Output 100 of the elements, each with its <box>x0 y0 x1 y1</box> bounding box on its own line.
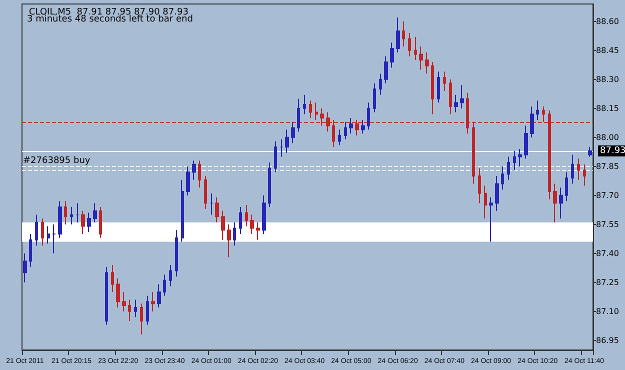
candlestick <box>495 176 499 212</box>
candlestick <box>489 196 493 242</box>
candlestick <box>373 82 376 113</box>
candlestick <box>349 118 353 134</box>
candlestick <box>105 266 108 326</box>
candlestick <box>326 112 330 132</box>
candlestick <box>116 278 120 308</box>
candlestick <box>513 150 516 171</box>
candlestick <box>419 46 423 70</box>
candlestick <box>524 125 528 160</box>
candlestick <box>215 196 219 223</box>
candlestick <box>332 119 335 148</box>
candlestick <box>472 121 475 184</box>
y-tick-label: 88.45 <box>596 46 619 55</box>
candlestick <box>175 230 178 278</box>
y-tick-label: 87.40 <box>596 248 619 258</box>
candlestick <box>297 98 300 132</box>
y-tick-label: 86.95 <box>596 336 619 345</box>
candlestick <box>402 20 405 48</box>
candlestick <box>484 185 487 220</box>
candlestick <box>361 119 365 134</box>
candlestick <box>454 94 458 113</box>
candlestick <box>122 292 126 312</box>
candlestick <box>344 121 347 140</box>
y-tick-label: 88.15 <box>596 104 619 113</box>
y-tick-label: 87.85 <box>596 162 619 171</box>
candlestick <box>548 110 551 200</box>
candlestick <box>186 166 190 196</box>
candlestick <box>239 206 242 235</box>
candlestick <box>338 129 341 146</box>
candlestick <box>163 274 166 296</box>
candlestick <box>565 172 568 202</box>
candlestick <box>181 179 184 242</box>
candlestick <box>518 148 522 167</box>
candlestick <box>390 42 394 68</box>
candlestick <box>93 202 97 223</box>
candlestick <box>233 222 236 246</box>
candlestick <box>466 92 469 134</box>
candlestick <box>198 160 201 188</box>
y-tick-label: 88.00 <box>596 132 619 142</box>
candlestick <box>291 121 295 144</box>
candlestick <box>542 106 545 122</box>
y-tick-label: 88.60 <box>596 16 619 26</box>
candlestick <box>553 183 557 223</box>
candlestick <box>58 200 62 238</box>
candlestick <box>250 214 254 235</box>
candlestick <box>355 119 359 136</box>
candlestick <box>70 206 73 225</box>
ref-line-label: #2763895 buy <box>23 156 91 166</box>
candlestick <box>99 206 102 238</box>
candlestick <box>64 200 67 225</box>
y-tick-label: 87.25 <box>596 278 619 287</box>
candlestick <box>128 299 131 322</box>
candlestick <box>169 264 172 287</box>
candlestick <box>536 100 539 120</box>
candlestick <box>437 71 440 104</box>
y-tick-label: 87.10 <box>596 306 619 316</box>
candlestick <box>47 226 50 244</box>
candlestick <box>221 210 225 240</box>
candlestick <box>146 295 149 326</box>
candlestick <box>151 292 155 312</box>
candlestick <box>507 156 510 180</box>
candlestick <box>41 218 44 246</box>
candlestick <box>274 140 277 173</box>
candlestick <box>367 102 370 130</box>
candlestick <box>140 303 143 336</box>
candlestick <box>501 166 504 190</box>
candlestick <box>583 164 586 186</box>
y-tick-label: 87.70 <box>596 190 619 200</box>
candlestick <box>256 222 260 240</box>
candlestick <box>262 194 266 235</box>
candlestick <box>320 108 324 126</box>
candlestick <box>285 129 289 154</box>
candlestick <box>315 102 318 120</box>
candlestick <box>309 100 312 119</box>
candlestick <box>76 202 79 223</box>
candlestick <box>443 71 446 92</box>
candlestick <box>460 84 464 109</box>
candlestick <box>303 94 306 115</box>
candlestick <box>192 160 196 180</box>
y-tick-label: 88.30 <box>596 74 619 84</box>
candlestick <box>414 36 417 61</box>
candlestick <box>227 224 231 258</box>
candlestick <box>210 192 213 216</box>
candlestick <box>425 52 429 74</box>
ref-line-label: 87.93 <box>600 146 625 156</box>
candlestick <box>384 56 388 84</box>
candlestick <box>478 168 481 204</box>
candlestick <box>81 210 85 235</box>
candlestick <box>571 154 574 184</box>
candlestick <box>52 224 56 254</box>
candlestick <box>23 252 27 283</box>
candlestick <box>530 106 534 138</box>
candlestick <box>396 17 400 53</box>
candlestick <box>588 146 592 158</box>
candlestick <box>280 138 283 158</box>
candlestick <box>268 162 271 208</box>
candlestick <box>111 264 114 293</box>
y-tick-label: 87.55 <box>596 220 619 229</box>
candlestick <box>134 299 137 318</box>
